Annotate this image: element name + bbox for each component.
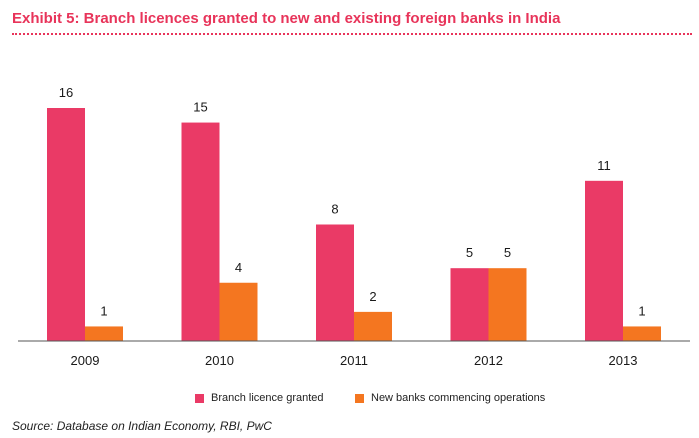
bar-new-banks-commencing-operations-2010 — [219, 282, 258, 341]
bar-new-banks-commencing-operations-2012 — [488, 268, 527, 341]
value-label-branch-licence-granted-2012: 5 — [466, 245, 473, 260]
value-label-branch-licence-granted-2011: 8 — [331, 202, 338, 217]
bar-branch-licence-granted-2011 — [316, 224, 354, 341]
bar-new-banks-commencing-operations-2013 — [623, 326, 661, 341]
x-tick-label-2013: 2013 — [609, 353, 638, 368]
legend-swatch-new-banks — [355, 393, 364, 403]
value-label-branch-licence-granted-2013: 11 — [597, 158, 611, 173]
source-note: Source: Database on Indian Economy, RBI,… — [12, 419, 272, 433]
bar-branch-licence-granted-2013 — [585, 180, 623, 341]
title-divider — [12, 33, 692, 35]
chart-title: Exhibit 5: Branch licences granted to ne… — [12, 10, 561, 27]
x-tick-label-2009: 2009 — [71, 353, 100, 368]
x-tick-labels-group: 2009 2010 2011 2012 2013 — [71, 353, 638, 368]
bar-branch-licence-granted-2010 — [181, 122, 220, 341]
value-label-branch-licence-granted-2010: 15 — [193, 100, 207, 115]
bar-new-banks-commencing-operations-2009 — [85, 326, 123, 341]
legend: Branch licence granted New banks commenc… — [0, 392, 699, 408]
bar-branch-licence-granted-2012 — [450, 268, 489, 341]
legend-item-new-banks: New banks commencing operations — [355, 392, 545, 404]
value-label-new-banks-commencing-operations-2012: 5 — [504, 245, 511, 260]
value-label-branch-licence-granted-2009: 16 — [59, 85, 73, 100]
legend-swatch-branch — [195, 393, 204, 403]
legend-label-new-banks: New banks commencing operations — [371, 392, 546, 404]
x-tick-label-2011: 2011 — [340, 353, 368, 368]
x-tick-label-2012: 2012 — [474, 353, 503, 368]
value-label-new-banks-commencing-operations-2013: 1 — [638, 303, 645, 318]
legend-label-branch: Branch licence granted — [211, 392, 324, 404]
bar-new-banks-commencing-operations-2011 — [354, 311, 392, 341]
value-label-new-banks-commencing-operations-2010: 4 — [235, 260, 242, 275]
x-tick-label-2010: 2010 — [205, 353, 234, 368]
bar-branch-licence-granted-2009 — [47, 108, 85, 341]
bars-group — [47, 108, 661, 341]
value-label-new-banks-commencing-operations-2011: 2 — [369, 289, 376, 304]
value-label-new-banks-commencing-operations-2009: 1 — [100, 303, 107, 318]
legend-item-branch: Branch licence granted — [195, 392, 324, 404]
